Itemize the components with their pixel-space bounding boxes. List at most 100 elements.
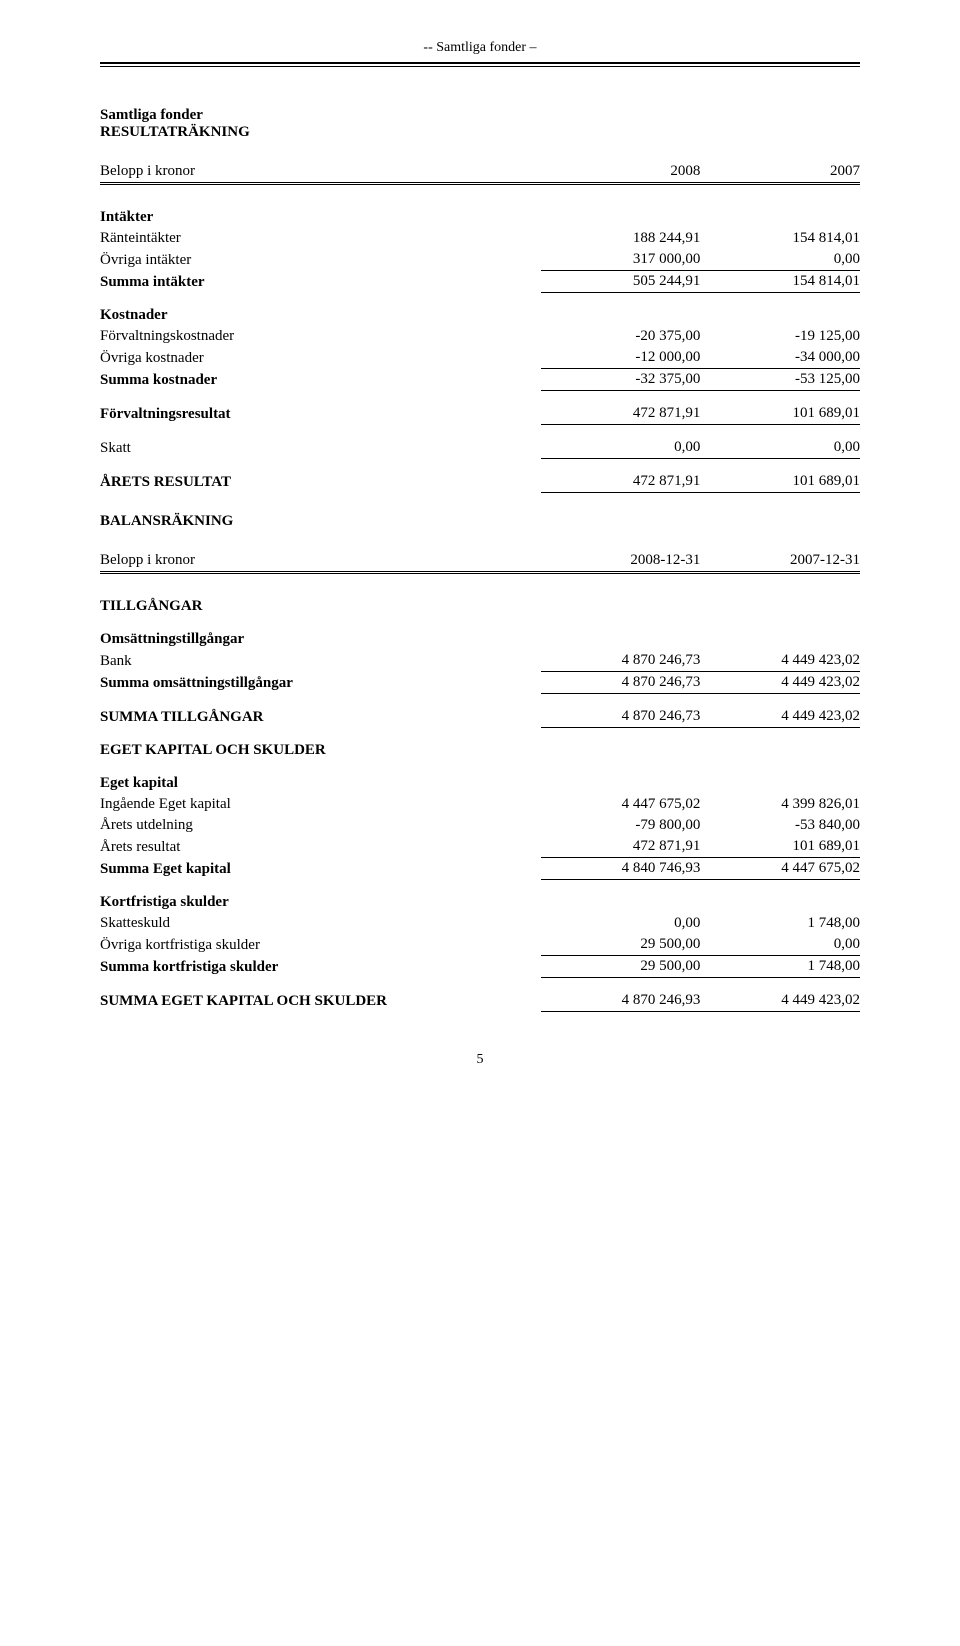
row-label: Årets resultat — [100, 836, 541, 858]
total-assets-row: SUMMA TILLGÅNGAR 4 870 246,73 4 449 423,… — [100, 706, 860, 728]
row-value: 472 871,91 — [541, 403, 701, 425]
sum-value: -53 125,00 — [700, 369, 860, 391]
row-value: 4 870 246,73 — [541, 706, 701, 728]
row-value: -19 125,00 — [700, 326, 860, 347]
equity-heading: Eget kapital — [100, 773, 541, 794]
table-row: Bank 4 870 246,73 4 449 423,02 — [100, 650, 860, 672]
row-label: Övriga kortfristiga skulder — [100, 934, 541, 956]
row-value: 0,00 — [700, 249, 860, 271]
col-header-label: Belopp i kronor — [100, 550, 541, 573]
row-label: SUMMA EGET KAPITAL OCH SKULDER — [100, 990, 541, 1012]
income-sum-row: Summa intäkter 505 244,91 154 814,01 — [100, 271, 860, 293]
table-row: Övriga kortfristiga skulder 29 500,00 0,… — [100, 934, 860, 956]
mgmt-result-row: Förvaltningsresultat 472 871,91 101 689,… — [100, 403, 860, 425]
row-label: Årets utdelning — [100, 815, 541, 836]
row-value: 4 449 423,02 — [700, 650, 860, 672]
sum-value: 1 748,00 — [700, 956, 860, 978]
sum-value: 505 244,91 — [541, 271, 701, 293]
balance-title: BALANSRÄKNING — [100, 513, 860, 530]
table-row: Ränteintäkter 188 244,91 154 814,01 — [100, 228, 860, 249]
costs-sum-row: Summa kostnader -32 375,00 -53 125,00 — [100, 369, 860, 391]
row-value: 472 871,91 — [541, 836, 701, 858]
row-value: 0,00 — [541, 437, 701, 459]
assets-title: TILLGÅNGAR — [100, 596, 541, 617]
current-assets-heading: Omsättningstillgångar — [100, 629, 541, 650]
short-liab-sum-row: Summa kortfristiga skulder 29 500,00 1 7… — [100, 956, 860, 978]
header-note: -- Samtliga fonder – — [100, 40, 860, 56]
row-label: Förvaltningskostnader — [100, 326, 541, 347]
income-heading: Intäkter — [100, 207, 541, 228]
row-value: -79 800,00 — [541, 815, 701, 836]
doc-title-2: RESULTATRÄKNING — [100, 124, 860, 141]
row-label: Övriga kostnader — [100, 347, 541, 369]
row-label: Ränteintäkter — [100, 228, 541, 249]
row-value: 1 748,00 — [700, 913, 860, 934]
sum-value: 4 840 746,93 — [541, 858, 701, 880]
sum-label: Summa kortfristiga skulder — [100, 956, 541, 978]
row-label: SUMMA TILLGÅNGAR — [100, 706, 541, 728]
doc-title-1: Samtliga fonder — [100, 107, 860, 124]
sum-value: 4 870 246,73 — [541, 672, 701, 694]
total-equity-liab-row: SUMMA EGET KAPITAL OCH SKULDER 4 870 246… — [100, 990, 860, 1012]
sum-value: 29 500,00 — [541, 956, 701, 978]
page: -- Samtliga fonder – Samtliga fonder RES… — [0, 0, 960, 1128]
row-value: 101 689,01 — [700, 471, 860, 493]
row-value: 4 449 423,02 — [700, 706, 860, 728]
row-value: 101 689,01 — [700, 836, 860, 858]
table-row: Skatteskuld 0,00 1 748,00 — [100, 913, 860, 934]
row-label: Skatteskuld — [100, 913, 541, 934]
col-header-year1: 2008 — [541, 161, 701, 184]
row-value: 4 449 423,02 — [700, 990, 860, 1012]
row-label: Bank — [100, 650, 541, 672]
row-value: 4 870 246,73 — [541, 650, 701, 672]
income-statement-table: Belopp i kronor 2008 2007 Intäkter Ränte… — [100, 161, 860, 493]
row-value: -12 000,00 — [541, 347, 701, 369]
row-value: 4 870 246,93 — [541, 990, 701, 1012]
row-value: 4 399 826,01 — [700, 794, 860, 815]
sum-value: -32 375,00 — [541, 369, 701, 391]
row-label: Ingående Eget kapital — [100, 794, 541, 815]
sum-value: 4 449 423,02 — [700, 672, 860, 694]
top-rule-thin — [100, 66, 860, 67]
sum-label: Summa intäkter — [100, 271, 541, 293]
short-liab-heading: Kortfristiga skulder — [100, 892, 541, 913]
sum-label: Summa Eget kapital — [100, 858, 541, 880]
row-value: 154 814,01 — [700, 228, 860, 249]
row-value: 0,00 — [541, 913, 701, 934]
equity-liab-title: EGET KAPITAL OCH SKULDER — [100, 740, 541, 761]
row-label: Övriga intäkter — [100, 249, 541, 271]
row-label: Förvaltningsresultat — [100, 403, 541, 425]
table-row: Årets utdelning -79 800,00 -53 840,00 — [100, 815, 860, 836]
balance-header-row: Belopp i kronor 2008-12-31 2007-12-31 — [100, 550, 860, 573]
col-header-label: Belopp i kronor — [100, 161, 541, 184]
sum-value: 154 814,01 — [700, 271, 860, 293]
page-number: 5 — [100, 1052, 860, 1068]
current-assets-sum-row: Summa omsättningstillgångar 4 870 246,73… — [100, 672, 860, 694]
row-value: 29 500,00 — [541, 934, 701, 956]
row-value: -53 840,00 — [700, 815, 860, 836]
sum-value: 4 447 675,02 — [700, 858, 860, 880]
tax-row: Skatt 0,00 0,00 — [100, 437, 860, 459]
col-header-date2: 2007-12-31 — [700, 550, 860, 573]
row-value: 4 447 675,02 — [541, 794, 701, 815]
row-value: 0,00 — [700, 437, 860, 459]
sum-label: Summa omsättningstillgångar — [100, 672, 541, 694]
costs-heading: Kostnader — [100, 305, 541, 326]
table-row: Förvaltningskostnader -20 375,00 -19 125… — [100, 326, 860, 347]
row-value: 317 000,00 — [541, 249, 701, 271]
row-value: 101 689,01 — [700, 403, 860, 425]
row-value: -20 375,00 — [541, 326, 701, 347]
row-value: 472 871,91 — [541, 471, 701, 493]
table-row: Övriga intäkter 317 000,00 0,00 — [100, 249, 860, 271]
table-row: Ingående Eget kapital 4 447 675,02 4 399… — [100, 794, 860, 815]
row-label: Skatt — [100, 437, 541, 459]
equity-sum-row: Summa Eget kapital 4 840 746,93 4 447 67… — [100, 858, 860, 880]
top-rule-thick — [100, 62, 860, 64]
row-value: 0,00 — [700, 934, 860, 956]
row-label: ÅRETS RESULTAT — [100, 471, 541, 493]
table-row: Övriga kostnader -12 000,00 -34 000,00 — [100, 347, 860, 369]
col-header-year2: 2007 — [700, 161, 860, 184]
year-result-row: ÅRETS RESULTAT 472 871,91 101 689,01 — [100, 471, 860, 493]
row-value: -34 000,00 — [700, 347, 860, 369]
table-row: Årets resultat 472 871,91 101 689,01 — [100, 836, 860, 858]
